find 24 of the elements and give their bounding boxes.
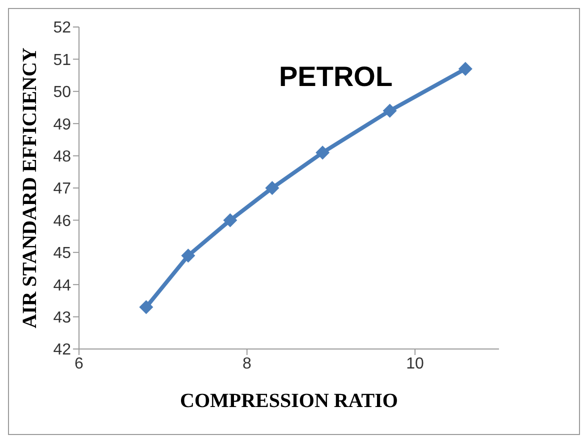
y-tick-label: 51	[53, 52, 72, 69]
y-axis-title: AIR STANDARD EFFICIENCY	[19, 47, 42, 328]
x-tick-label: 10	[406, 355, 424, 372]
x-axis-title: COMPRESSION RATIO	[180, 390, 398, 412]
y-tick-label: 52	[53, 20, 72, 37]
y-tick-label: 45	[53, 245, 72, 262]
y-tick-label: 46	[53, 212, 72, 230]
point	[139, 300, 154, 314]
point	[265, 181, 280, 195]
x-tick-label: 6	[74, 355, 84, 372]
y-tick-label: 50	[53, 84, 72, 102]
y-tick-label: 44	[53, 277, 72, 294]
point	[223, 213, 238, 228]
x-tick-label: 8	[242, 355, 252, 372]
point	[458, 62, 472, 76]
point	[181, 248, 196, 263]
y-tick-label: 43	[53, 309, 72, 326]
y-tick-label: 47	[53, 180, 72, 198]
point	[382, 104, 397, 118]
y-tick-label: 42	[53, 342, 72, 359]
y-tick-label: 48	[53, 148, 72, 166]
y-tick-label: 49	[53, 116, 72, 134]
annotation: PETROL	[279, 61, 393, 93]
point	[316, 146, 330, 160]
